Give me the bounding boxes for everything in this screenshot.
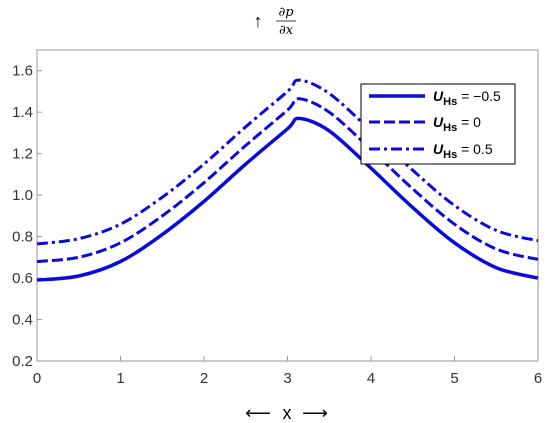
y-tick-label-3: 0.8 <box>12 229 33 246</box>
x-axis-label: ⟵ x ⟶ <box>245 403 328 423</box>
y-label-denominator: ∂x <box>279 23 294 38</box>
legend-entry-1-subscript: Hs <box>443 122 457 134</box>
legend-entry-1-symbol: U <box>433 114 444 130</box>
y-tick-label-6: 1.4 <box>12 104 33 121</box>
x-tick-label-6: 6 <box>534 370 542 387</box>
legend-entry-1-value: = 0 <box>457 114 481 130</box>
x-label-text: x <box>283 403 292 423</box>
legend: UHs = −0.5 UHs = 0 UHs = 0.5 <box>360 83 516 165</box>
legend-entry-0-symbol: U <box>433 88 444 104</box>
x-tick-label-2: 2 <box>200 370 208 387</box>
y-tick-label-1: 0.4 <box>12 312 33 329</box>
x-tick-label-0: 0 <box>33 370 41 387</box>
ticks-layer: 0 1 2 3 4 5 6 0.2 0.4 0.6 0.8 1.0 1.2 1.4 1.6 <box>12 63 542 387</box>
series-line-2 <box>36 78 539 246</box>
x-label-arrow-right: ⟶ <box>302 403 328 423</box>
legend-entry-2-subscript: Hs <box>443 149 457 161</box>
x-tick-label-3: 3 <box>283 370 291 387</box>
legend-entry-0-value: = −0.5 <box>457 88 501 104</box>
x-tick-label-1: 1 <box>116 370 124 387</box>
y-tick-label-7: 1.6 <box>12 63 33 80</box>
legend-entry-2-symbol: U <box>433 141 444 157</box>
series-line-0 <box>36 116 539 282</box>
x-tick-label-5: 5 <box>450 370 458 387</box>
legend-entry-2-value: = 0.5 <box>457 141 493 157</box>
legend-entry-2: UHs = 0.5 <box>433 141 493 161</box>
y-label-arrow: ↑ <box>254 11 263 31</box>
legend-entry-0: UHs = −0.5 <box>433 88 501 108</box>
y-tick-label-0: 0.2 <box>12 353 33 370</box>
y-tick-label-2: 0.6 <box>12 270 33 287</box>
y-label-numerator: ∂p <box>278 5 294 20</box>
y-tick-label-4: 1.0 <box>12 187 33 204</box>
x-label-arrow-left: ⟵ <box>245 403 271 423</box>
legend-entry-0-subscript: Hs <box>443 96 457 108</box>
x-tick-label-4: 4 <box>367 370 375 387</box>
legend-entry-1: UHs = 0 <box>433 114 481 134</box>
series-line-1 <box>36 97 539 263</box>
plot-area: 0 1 2 3 4 5 6 0.2 0.4 0.6 0.8 1.0 1.2 1.4 1.6 <box>12 49 542 387</box>
y-tick-label-5: 1.2 <box>12 146 33 163</box>
y-axis-label: ↑ ∂p ∂x <box>254 5 296 38</box>
series-layer <box>36 78 539 282</box>
